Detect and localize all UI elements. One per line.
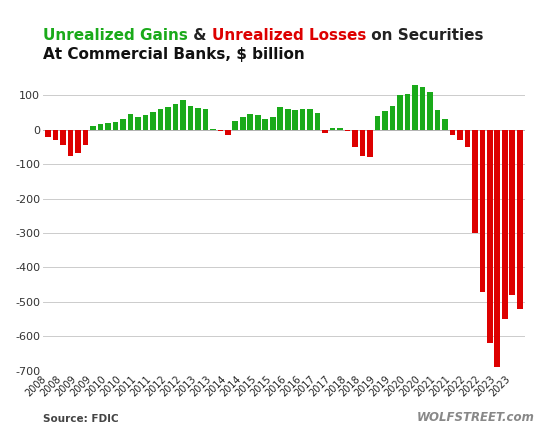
Bar xyxy=(495,130,500,367)
Bar xyxy=(502,130,508,319)
Bar xyxy=(68,130,73,155)
Bar xyxy=(480,130,485,291)
Bar xyxy=(143,115,148,130)
Bar xyxy=(442,119,448,130)
Bar xyxy=(158,109,163,130)
Bar xyxy=(247,114,253,130)
Text: &: & xyxy=(188,28,212,43)
Bar xyxy=(233,121,238,130)
Bar xyxy=(210,129,215,130)
Bar xyxy=(270,117,275,130)
Bar xyxy=(517,130,523,309)
Bar xyxy=(98,124,103,130)
Bar xyxy=(457,130,463,140)
Bar xyxy=(360,130,366,155)
Bar xyxy=(135,117,141,130)
Bar xyxy=(187,106,193,130)
Bar xyxy=(345,130,350,132)
Bar xyxy=(397,95,403,130)
Bar xyxy=(404,94,410,130)
Bar xyxy=(300,109,306,130)
Bar xyxy=(435,110,440,130)
Bar xyxy=(165,107,171,130)
Bar xyxy=(120,119,126,130)
Bar xyxy=(352,130,358,147)
Bar xyxy=(105,123,111,130)
Bar xyxy=(113,122,118,130)
Bar xyxy=(45,130,51,137)
Bar xyxy=(278,107,283,130)
Bar xyxy=(218,130,223,132)
Bar xyxy=(307,109,313,130)
Bar xyxy=(330,128,335,130)
Text: on Securities: on Securities xyxy=(366,28,483,43)
Bar xyxy=(173,104,178,130)
Bar xyxy=(427,92,433,130)
Bar xyxy=(412,85,418,130)
Bar xyxy=(367,130,373,157)
Bar xyxy=(315,113,320,130)
Bar xyxy=(338,128,343,130)
Bar xyxy=(195,108,201,130)
Bar xyxy=(150,112,156,130)
Bar xyxy=(509,130,515,295)
Bar xyxy=(292,110,298,130)
Text: WOLFSTREET.com: WOLFSTREET.com xyxy=(417,411,535,424)
Bar xyxy=(472,130,478,233)
Text: At Commercial Banks, $ billion: At Commercial Banks, $ billion xyxy=(43,47,305,62)
Text: Source: FDIC: Source: FDIC xyxy=(43,414,118,424)
Text: Unrealized Gains: Unrealized Gains xyxy=(43,28,188,43)
Bar xyxy=(285,109,291,130)
Bar xyxy=(75,130,81,153)
Bar xyxy=(83,130,89,145)
Bar xyxy=(382,111,388,130)
Bar xyxy=(390,106,395,130)
Bar xyxy=(262,119,268,130)
Bar xyxy=(255,115,261,130)
Bar xyxy=(53,130,58,140)
Bar xyxy=(90,126,96,130)
Bar xyxy=(180,101,186,130)
Text: Unrealized Losses: Unrealized Losses xyxy=(212,28,366,43)
Bar xyxy=(464,130,470,147)
Bar xyxy=(60,130,66,145)
Bar xyxy=(420,87,425,130)
Bar xyxy=(240,117,246,130)
Bar xyxy=(202,109,208,130)
Bar xyxy=(487,130,492,343)
Bar xyxy=(127,114,133,130)
Bar xyxy=(375,116,380,130)
Bar xyxy=(225,130,231,135)
Bar xyxy=(322,130,328,133)
Bar xyxy=(450,130,455,135)
